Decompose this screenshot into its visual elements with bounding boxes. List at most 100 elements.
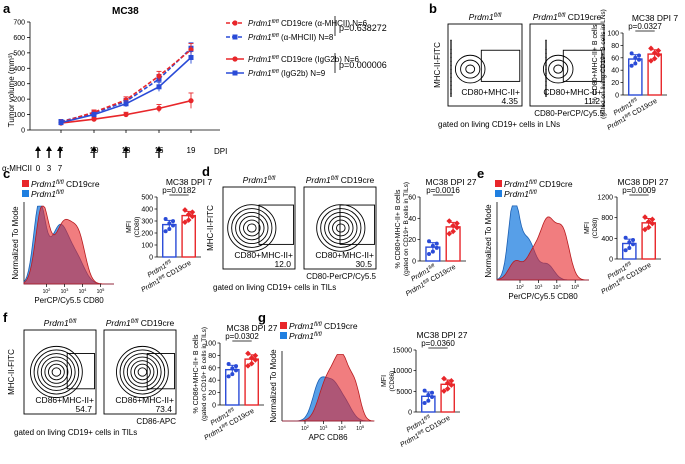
- event-dot: [450, 39, 452, 42]
- event-dot: [545, 87, 547, 90]
- event-dot: [450, 79, 452, 82]
- flow-gating-note: gated on living CD19+ cells in LNs: [438, 120, 560, 129]
- bar-ytick-label: 20: [611, 80, 619, 87]
- data-dot: [422, 388, 427, 393]
- bar-ytick-label: 0: [609, 257, 613, 264]
- hist-tick-label: 102: [301, 424, 310, 433]
- hist-tick-exp: 3: [66, 287, 69, 292]
- flow-plot-title-gene: Prdm1: [469, 12, 494, 22]
- flow-plot-title: Prdm1fl/fl: [44, 318, 77, 328]
- flow-xaxis-label: CD80-PerCP/Cy5.5: [534, 109, 604, 118]
- legend-swatch-red: [280, 322, 287, 329]
- event-dot: [450, 60, 452, 63]
- contour-line: [44, 360, 69, 384]
- event-dot: [545, 51, 547, 54]
- bar-category-label-sup: fl/fl: [220, 421, 229, 430]
- hist-tick-label: 104: [338, 424, 347, 433]
- data-dot: [234, 368, 239, 373]
- event-dot: [545, 88, 547, 91]
- event-dot: [450, 77, 452, 80]
- series-line: [60, 47, 192, 123]
- flow-plot-title-cre: CD19cre: [565, 12, 601, 22]
- gate-label: CD80+MHC-II+: [543, 87, 602, 97]
- contour-line: [123, 353, 162, 391]
- data-dot: [234, 364, 239, 369]
- gate-label: CD80+MHC-II+: [461, 87, 520, 97]
- hist-legend-red-sup: fl/fl: [314, 322, 322, 328]
- event-dot: [545, 43, 547, 46]
- data-point: [156, 73, 162, 79]
- data-dot: [189, 209, 196, 215]
- hist-xlabel: APC CD86: [308, 433, 348, 442]
- data-dot: [441, 388, 447, 394]
- data-dot: [248, 355, 255, 361]
- data-dot: [631, 238, 636, 243]
- hist-tick-label: 105: [571, 283, 580, 292]
- hist-legend-blue-gene: Prdm1: [31, 189, 56, 199]
- data-dot: [454, 224, 460, 231]
- gate-percent: 4.35: [501, 96, 518, 106]
- data-point: [123, 97, 129, 103]
- event-dot: [450, 76, 452, 79]
- flow-plot-title-sup: fl/fl: [331, 176, 339, 182]
- event-dot: [450, 54, 452, 57]
- data-dot: [450, 228, 456, 235]
- data-dot: [182, 207, 188, 213]
- data-dot: [637, 53, 642, 58]
- bar-ytick-label: 60: [208, 365, 216, 372]
- bar-ylabel: % CD86+MHC-II+ B cells: [193, 334, 200, 413]
- panel-letter: d: [202, 164, 210, 179]
- data-dot: [163, 217, 168, 221]
- contour-line: [235, 211, 269, 245]
- hist-tick-exp: 4: [343, 424, 346, 429]
- data-dot: [226, 374, 231, 379]
- data-dot: [226, 361, 231, 366]
- event-dot: [545, 85, 547, 88]
- event-dot: [450, 72, 452, 75]
- event-dot: [450, 46, 452, 49]
- bar-ytick-label: 80: [611, 43, 619, 50]
- contour-line: [40, 356, 72, 388]
- event-dot: [450, 56, 452, 59]
- contour-line: [37, 353, 76, 391]
- hist-legend-red-gene: Prdm1: [504, 179, 529, 189]
- bar-chart-title: MC38 DPI 27: [617, 177, 668, 187]
- bar-ytick-label: 0: [212, 403, 216, 410]
- data-dot: [171, 219, 176, 224]
- event-dot: [545, 57, 547, 60]
- hist-tick-label: 103: [61, 287, 70, 296]
- event-dot: [450, 50, 452, 53]
- data-dot: [430, 395, 435, 400]
- legend-sup: fl/fl: [272, 55, 280, 61]
- event-dot: [450, 66, 452, 69]
- data-point: [188, 98, 194, 104]
- data-dot: [441, 375, 447, 382]
- event-dot: [545, 80, 547, 83]
- event-dot: [545, 75, 547, 78]
- event-dot: [450, 81, 452, 84]
- legend-entry: Prdm1fl/fl (IgG2b) N=9: [248, 69, 326, 78]
- data-dot: [171, 223, 176, 228]
- bar-ytick-label: 0: [408, 410, 412, 417]
- data-point: [156, 84, 162, 90]
- legend-marker: [232, 56, 238, 62]
- bar-ylabel: % CD80+MHC-II+ B cells: [395, 189, 402, 268]
- bar-ylabel: % CD80+MHC-II+ B cells: [592, 24, 599, 103]
- data-dot: [163, 229, 168, 234]
- event-dot: [450, 44, 452, 47]
- pval-text: p=0.0327: [628, 22, 662, 31]
- gate-rect: [562, 49, 603, 82]
- bar-ytick-label: 20: [408, 237, 416, 244]
- legend-rest: CD19cre (α-MHCII) N=6: [279, 19, 368, 28]
- data-dot: [245, 363, 251, 369]
- bar-category-label-sup: fl/fl: [423, 413, 432, 422]
- hist-tick-exp: 2: [522, 283, 525, 288]
- event-dot: [450, 57, 452, 60]
- contour-line: [320, 208, 362, 248]
- gate-label: CD86+MHC-II+: [35, 395, 94, 405]
- data-point: [91, 112, 97, 118]
- contour-line: [243, 219, 261, 237]
- bar-category-label-sup: fl/fl: [427, 262, 436, 271]
